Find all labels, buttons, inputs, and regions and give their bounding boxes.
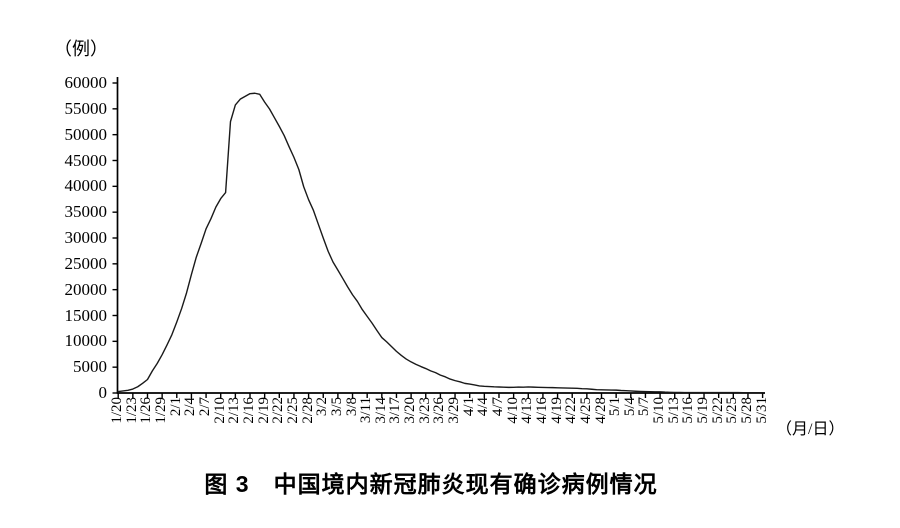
x-tick-label: 3/29	[446, 397, 463, 424]
y-tick-label: 30000	[64, 228, 108, 247]
y-tick-label: 50000	[64, 124, 108, 144]
figure-caption: 图 3 中国境内新冠肺炎现有确诊病例情况	[204, 471, 658, 497]
x-tick-label: 2/25	[284, 397, 301, 424]
x-tick-label: 5/19	[695, 397, 712, 424]
y-tick-label: 60000	[64, 73, 108, 92]
x-tick-label: 4/25	[577, 397, 594, 424]
x-tick-label: 2/16	[241, 397, 257, 424]
x-tick-label: 5/31	[753, 397, 770, 424]
y-tick-label: 40000	[64, 176, 108, 196]
y-axis-unit-label: （例）	[54, 39, 108, 59]
x-tick-label: 4/22	[563, 397, 580, 424]
x-tick-label: 3/11	[358, 397, 375, 424]
x-tick-label: 4/7	[489, 397, 506, 417]
y-tick-label: 25000	[64, 253, 108, 273]
y-tick-label: 15000	[64, 305, 108, 325]
y-tick-label: 35000	[64, 202, 108, 222]
x-tick-label: 3/20	[402, 397, 419, 424]
x-tick-label: 5/1	[607, 397, 624, 417]
x-tick-label: 5/10	[651, 397, 668, 424]
x-tick-label: 4/16	[533, 397, 550, 424]
x-tick-label: 1/20	[109, 397, 126, 424]
y-tick-label: 45000	[64, 150, 108, 170]
x-tick-label: 3/2	[314, 397, 331, 417]
case-curve	[117, 92, 764, 394]
x-tick-label: 1/29	[153, 397, 170, 424]
y-tick-label: 10000	[64, 331, 108, 351]
y-tick-label: 55000	[64, 98, 108, 118]
y-tick-label: 0	[98, 383, 108, 402]
x-tick-label: 5/28	[738, 397, 755, 424]
x-tick-label: 2/7	[197, 397, 214, 417]
y-tick-label: 20000	[64, 279, 108, 299]
y-tick-label: 5000	[73, 357, 107, 377]
x-axis-unit-label: （月/日）	[776, 421, 845, 438]
x-tick-label: 3/5	[328, 397, 345, 417]
